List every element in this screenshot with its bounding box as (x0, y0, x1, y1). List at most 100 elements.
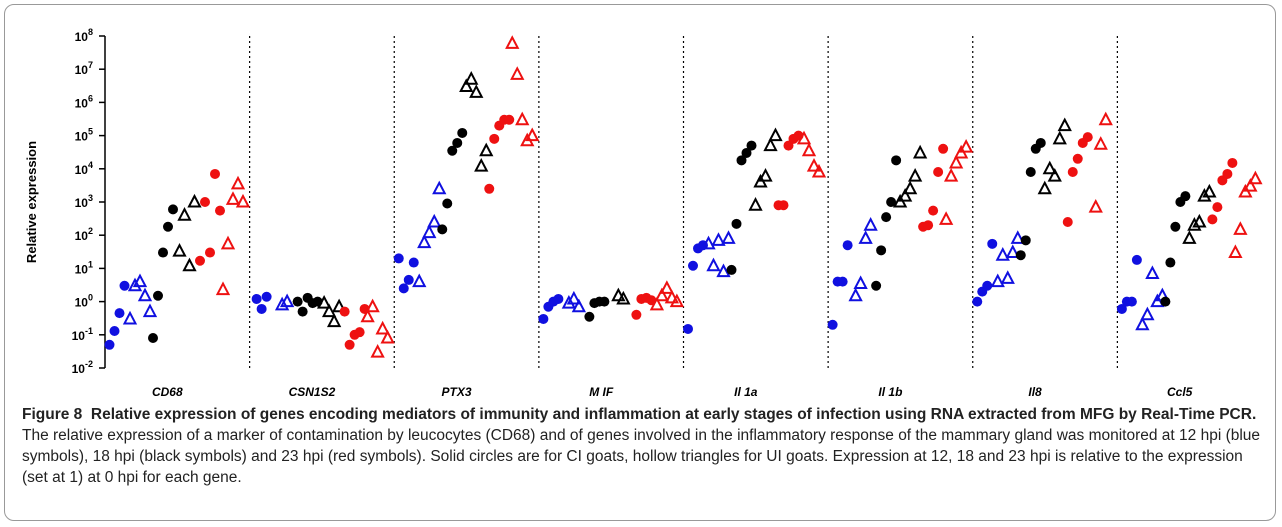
circle-point (538, 313, 549, 324)
x-tick-label: PTX3 (442, 385, 472, 399)
triangle-point (1098, 111, 1113, 126)
circle-point (553, 293, 564, 304)
y-tick-exp: -1 (85, 326, 93, 336)
triangle-point (479, 142, 494, 157)
caption: Figure 8 Relative expression of genes en… (22, 404, 1267, 488)
circle-point (292, 296, 303, 307)
circle-point (1126, 296, 1137, 307)
triangle-point (432, 180, 447, 195)
triangle-point (721, 230, 736, 244)
triangle-point (1140, 306, 1155, 321)
circle-point (398, 283, 409, 294)
triangle-point (459, 78, 474, 93)
y-tick-base: 10 (75, 30, 89, 44)
triangle-point (711, 232, 726, 246)
triangle-point (326, 313, 342, 328)
circle-point (1180, 191, 1191, 202)
circle-point (210, 168, 220, 179)
circle-point (938, 143, 949, 154)
circle-point (251, 293, 262, 304)
circle-point (746, 140, 757, 151)
triangle-point (427, 213, 442, 228)
triangle-point (1000, 270, 1015, 284)
triangle-point (758, 168, 773, 182)
circle-point (457, 127, 468, 138)
y-tick-label: 10-1 (72, 326, 93, 343)
y-tick-base: 10 (75, 96, 89, 110)
triangle-point (566, 290, 582, 305)
triangle-point (215, 281, 231, 296)
circle-point (437, 224, 448, 235)
circle-point (1035, 137, 1046, 148)
triangle-point (561, 294, 577, 309)
triangle-point (230, 175, 246, 190)
y-tick-base: 10 (72, 329, 86, 343)
y-tick-exp: -2 (85, 359, 93, 369)
triangle-point (279, 293, 295, 308)
triangle-point (990, 273, 1005, 288)
circle-point (876, 245, 887, 256)
circle-point (114, 308, 125, 319)
triangle-point (187, 193, 202, 208)
triangle-point (1042, 160, 1057, 175)
triangle-point (515, 111, 530, 126)
y-tick-label: 102 (75, 226, 93, 243)
triangle-point (127, 277, 143, 292)
triangle-point (863, 217, 878, 231)
triangle-point (763, 137, 778, 152)
circle-point (1082, 132, 1093, 143)
triangle-point (1248, 170, 1263, 185)
circle-point (148, 333, 158, 344)
circle-point (256, 303, 267, 314)
triangle-point (716, 263, 731, 278)
circle-point (1015, 250, 1026, 261)
circle-point (891, 155, 902, 166)
circle-point (736, 155, 747, 166)
circle-point (599, 296, 610, 307)
circle-point (683, 323, 693, 334)
circle-point (452, 137, 463, 148)
y-tick-exp: 6 (88, 93, 93, 103)
triangle-point (649, 296, 665, 311)
circle-point (1131, 254, 1142, 265)
triangle-point (571, 298, 587, 313)
circle-point (982, 280, 993, 291)
circle-point (631, 309, 642, 320)
triangle-point (1047, 168, 1062, 182)
triangle-point (701, 235, 716, 250)
triangle-point (331, 298, 347, 313)
triangle-point (220, 235, 236, 250)
caption-text: The relative expression of a marker of c… (22, 427, 1261, 486)
triangle-point (474, 158, 489, 172)
triangle-point (768, 127, 783, 142)
circle-point (1067, 167, 1078, 178)
triangle-point (360, 308, 375, 323)
y-tick-exp: 0 (88, 293, 93, 303)
triangle-point (235, 193, 251, 208)
circle-point (489, 133, 500, 144)
y-tick-base: 10 (75, 229, 89, 243)
triangle-point (422, 224, 437, 239)
triangle-point (412, 273, 427, 288)
circle-point (200, 197, 210, 207)
y-tick-base: 10 (72, 362, 86, 376)
circle-point (484, 183, 495, 194)
y-tick-exp: 1 (88, 259, 93, 269)
triangle-point (380, 329, 395, 344)
y-tick-base: 10 (75, 63, 89, 77)
circle-point (584, 311, 595, 322)
triangle-point (1135, 316, 1150, 331)
triangle-point (1093, 136, 1108, 150)
triangle-point (1187, 217, 1202, 231)
triangle-point (1145, 265, 1160, 280)
triangle-point (811, 163, 827, 178)
circle-point (923, 220, 934, 231)
triangle-point (748, 197, 763, 211)
circle-point (344, 339, 355, 350)
triangle-point (122, 310, 138, 325)
circle-point (1062, 216, 1073, 227)
y-tick-base: 10 (75, 130, 89, 144)
circle-point (688, 260, 698, 271)
triangle-point (137, 287, 153, 302)
circle-point (1170, 221, 1181, 232)
